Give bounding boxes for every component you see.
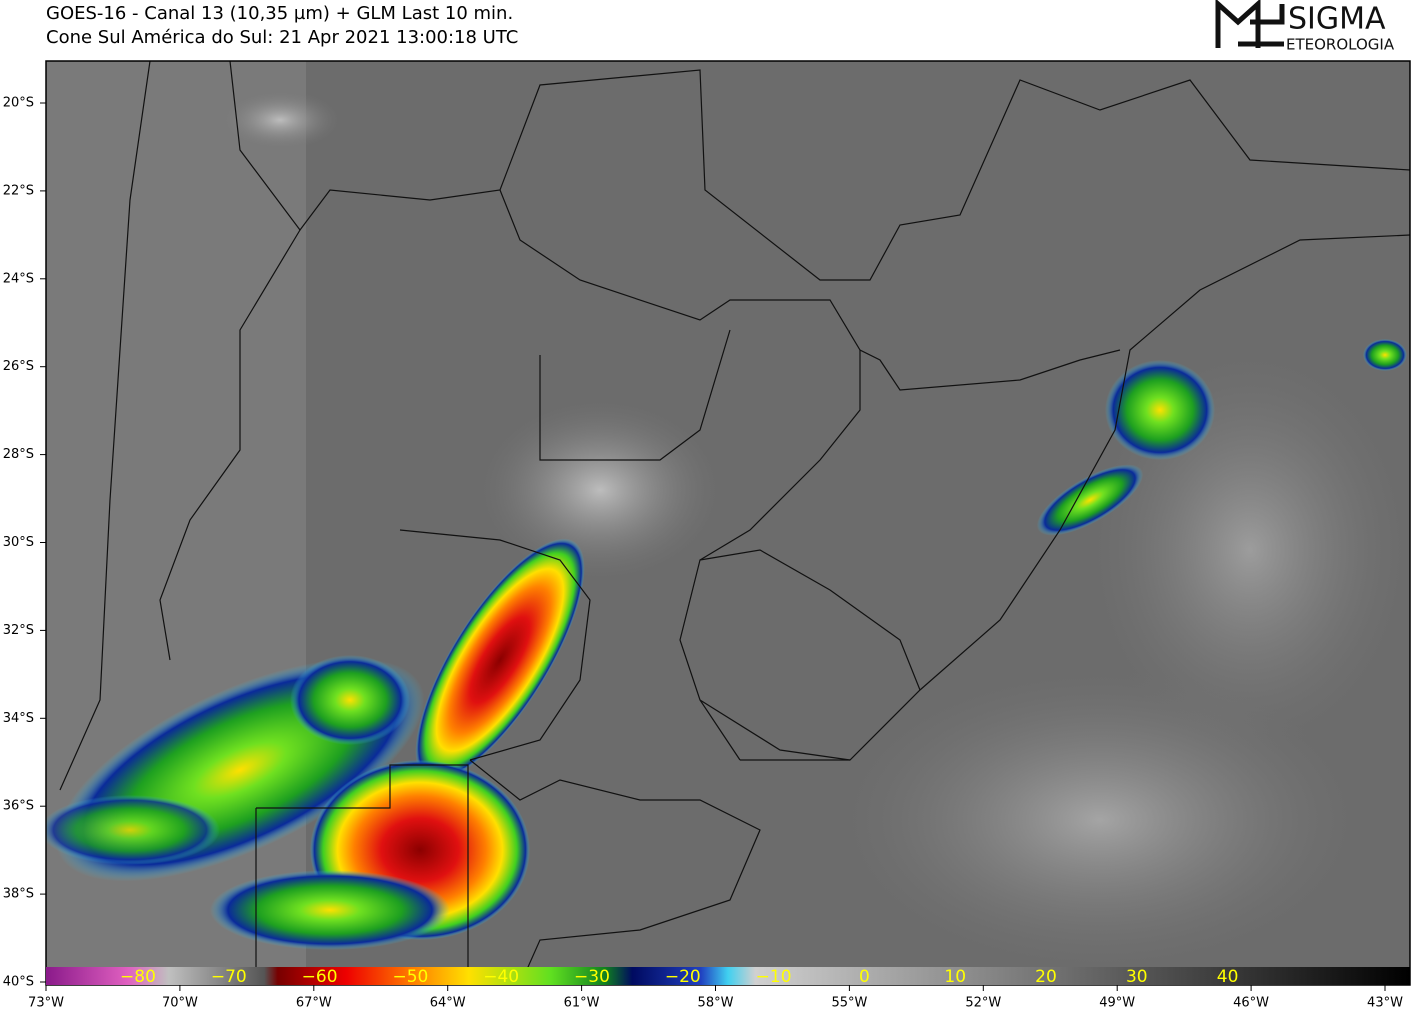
- lon-label: 58°W: [698, 996, 734, 1010]
- colorbar: [46, 967, 1410, 985]
- logo: SIGMA ETEOROLOGIA: [1215, 0, 1395, 54]
- lon-label: 64°W: [430, 996, 466, 1010]
- colorbar-label: −80: [120, 967, 156, 987]
- subtitle: Cone Sul América do Sul: 21 Apr 2021 13:…: [46, 27, 518, 48]
- colorbar-label: −70: [211, 967, 247, 987]
- lat-label: 20°S: [3, 96, 34, 111]
- colorbar-label: −50: [392, 967, 428, 987]
- logo-name: SIGMA: [1288, 2, 1386, 37]
- lat-label: 38°S: [3, 887, 34, 902]
- colorbar-label: −60: [302, 967, 338, 987]
- lat-label: 40°S: [3, 975, 34, 990]
- lat-label: 30°S: [3, 535, 34, 550]
- lon-label: 70°W: [162, 996, 198, 1010]
- lat-label: 22°S: [3, 183, 34, 198]
- colorbar-label: −30: [574, 967, 610, 987]
- colorbar-label: 20: [1035, 967, 1057, 987]
- lat-label: 26°S: [3, 359, 34, 374]
- lon-label: 67°W: [296, 996, 332, 1010]
- lon-label: 73°W: [28, 996, 64, 1010]
- colorbar-label: −40: [483, 967, 519, 987]
- lon-label: 61°W: [564, 996, 600, 1010]
- lon-label: 49°W: [1099, 996, 1135, 1010]
- lon-label: 46°W: [1233, 996, 1269, 1010]
- logo-tagline: ETEOROLOGIA: [1286, 36, 1395, 54]
- lat-label: 24°S: [3, 271, 34, 286]
- colorbar-label: 10: [944, 967, 966, 987]
- lat-label: 28°S: [3, 447, 34, 462]
- lat-label: 34°S: [3, 711, 34, 726]
- colorbar-label: 0: [859, 967, 870, 987]
- colorbar-label: 30: [1126, 967, 1148, 987]
- colorbar-label: −20: [665, 967, 701, 987]
- lon-label: 55°W: [831, 996, 867, 1010]
- lon-label: 52°W: [965, 996, 1001, 1010]
- lon-label: 43°W: [1367, 996, 1403, 1010]
- colorbar-label: −10: [756, 967, 792, 987]
- lat-label: 36°S: [3, 799, 34, 814]
- imagery: [46, 61, 1410, 985]
- colorbar-label: 40: [1217, 967, 1239, 987]
- lat-label: 32°S: [3, 623, 34, 638]
- title: GOES-16 - Canal 13 (10,35 µm) + GLM Last…: [46, 3, 513, 24]
